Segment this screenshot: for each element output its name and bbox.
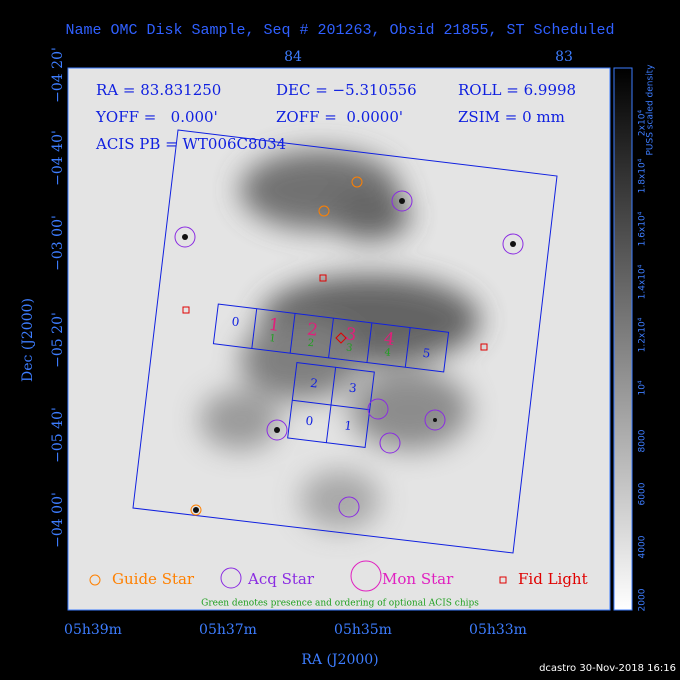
chip-label: 3 [344,324,357,345]
legend-label: Acq Star [247,570,315,588]
legend-label: Guide Star [112,570,195,588]
left-tick-label: −05 20' [50,312,66,368]
colorbar: PUSS scaled density 2000 4000 6000 8000 … [613,64,656,611]
colorbar-label: 2x10⁴ [638,110,648,137]
chip-label: 1 [343,418,352,433]
colorbar-label: 4000 [638,535,648,558]
info-text: ZOFF = 0.0000' [276,108,403,126]
info-text: ZSIM = 0 mm [458,108,565,126]
legend-label: Fid Light [518,570,588,588]
top-tick-label: 84 [284,49,302,65]
info: RA = 83.831250 DEC = −5.310556 ROLL = 6.… [95,81,576,153]
bottom-tick-label: 05h33m [469,622,527,638]
colorbar-label: 1.4x10⁴ [638,264,648,299]
info-text: ACIS PB = WT006C8034 [95,135,286,153]
colorbar-label: 2000 [638,588,648,611]
left-tick-label: −05 40' [50,407,66,463]
colorbar-label: 10⁴ [638,380,648,395]
colorbar-title: PUSS scaled density [646,64,656,156]
acis-i-array: 2 3 0 1 [287,361,375,449]
colorbar-label: 8000 [638,429,648,452]
colorbar-label: 1.2x10⁴ [638,317,648,352]
optional-chip-label: 2 [307,338,315,350]
bottom-tick-label: 05h35m [334,622,392,638]
info-text: YOFF = 0.000' [95,108,218,126]
y-axis-title: Dec (J2000) [20,298,36,382]
chip-label: 2 [309,376,318,391]
info-text: ROLL = 6.9998 [458,81,576,99]
chip-label: 0 [305,414,314,429]
sky-image [67,67,611,611]
acis-s-array: 0 1 2 3 4 5 1 2 3 4 [212,303,450,373]
optional-chip-label: 4 [384,347,392,359]
left-tick-label: −04 00' [50,492,66,548]
optional-chip-label: 3 [345,342,353,354]
colorbar-label: 6000 [638,482,648,505]
chip-label: 1 [268,315,281,336]
left-tick-label: −04 20' [50,47,66,103]
chip-label: 4 [383,329,396,350]
note: Green denotes presence and ordering of o… [201,599,479,609]
bottom-tick-label: 05h39m [64,622,122,638]
chip-label: 3 [348,381,357,396]
markers [174,176,524,518]
legend-label: Mon Star [382,570,454,588]
footer: dcastro 30-Nov-2018 16:16 [539,663,676,674]
title: Name OMC Disk Sample, Seq # 201263, Obsi… [65,22,614,39]
left-tick-label: −03 00' [50,215,66,271]
left-tick-label: −04 40' [50,130,66,186]
info-text: RA = 83.831250 [96,81,221,99]
colorbar-label: 1.8x10⁴ [638,158,648,193]
info-text: DEC = −5.310556 [276,81,417,99]
optional-chip-label: 1 [269,333,277,345]
chip-label: 2 [306,320,319,341]
field-of-view [132,129,558,554]
top-tick-label: 83 [555,49,573,65]
chip-label: 5 [422,346,431,361]
bottom-tick-label: 05h37m [199,622,257,638]
chip-label: 0 [231,314,240,329]
legend: Guide Star Acq Star Mon Star Fid Light G… [89,560,588,609]
axis-labels: 84 83 −04 20' −04 40' −03 00' −05 20' −0… [20,47,573,668]
x-axis-title: RA (J2000) [301,652,378,668]
colorbar-label: 1.6x10⁴ [638,211,648,246]
